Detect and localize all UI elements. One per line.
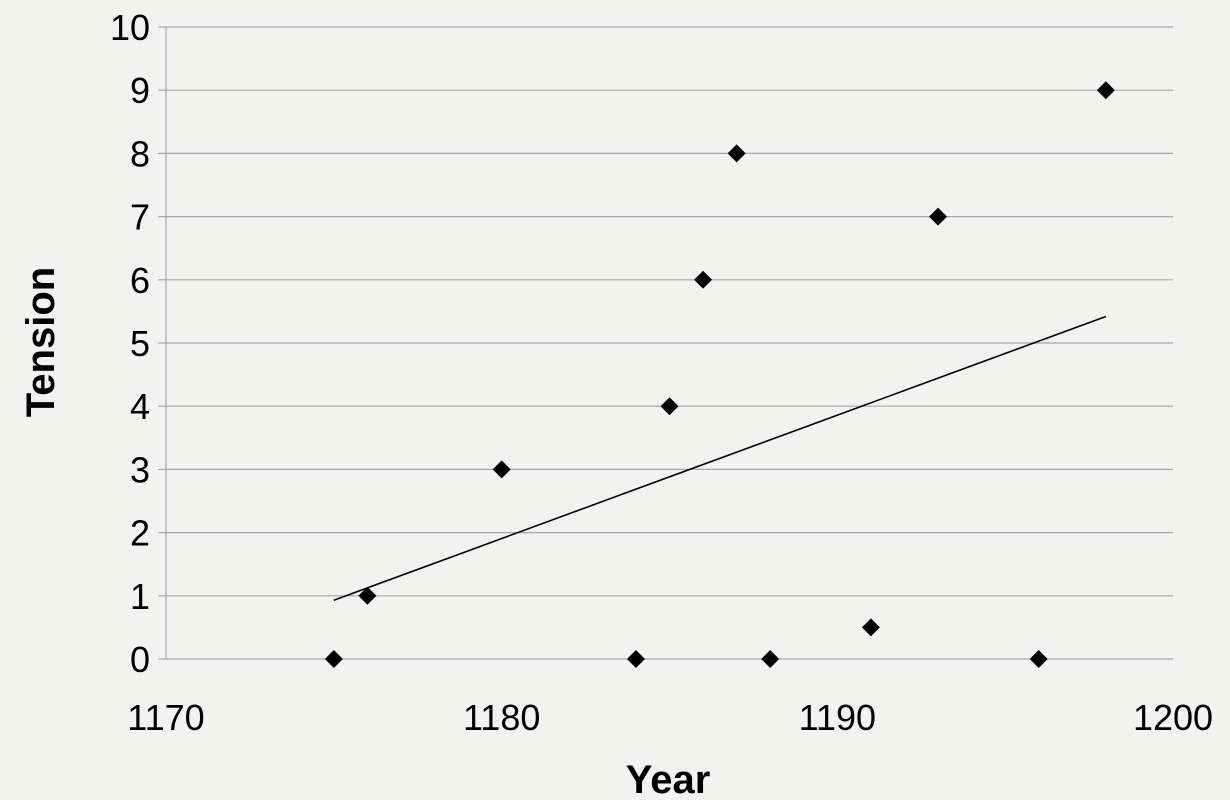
trendline-layer <box>333 315 1107 601</box>
y-tick-label-8: 8 <box>130 133 150 174</box>
data-point-2 <box>492 460 511 479</box>
y-tick-label-3: 3 <box>130 449 150 490</box>
y-tick-label-4: 4 <box>130 386 150 427</box>
data-point-8 <box>861 618 880 637</box>
data-point-4 <box>660 397 679 416</box>
y-tick-label-5: 5 <box>130 323 150 364</box>
data-points <box>324 81 1115 668</box>
x-tick-label-1170: 1170 <box>127 697 204 738</box>
data-point-10 <box>1029 650 1048 668</box>
y-axis-title: Tension <box>19 267 63 417</box>
data-point-1 <box>358 586 377 605</box>
x-tick-label-1180: 1180 <box>463 697 540 738</box>
y-tick-label-2: 2 <box>130 513 150 554</box>
y-tick-label-6: 6 <box>130 260 150 301</box>
y-tick-labels: 0 1 2 3 4 5 6 7 8 9 10 <box>110 7 150 680</box>
x-tick-labels: 1170 1180 1190 1200 <box>127 697 1213 738</box>
x-tick-label-1190: 1190 <box>799 697 876 738</box>
data-point-5 <box>694 270 713 289</box>
y-tick-label-10: 10 <box>110 7 150 48</box>
data-point-0 <box>324 650 343 668</box>
x-axis-title: Year <box>626 758 711 800</box>
y-tick-label-1: 1 <box>130 576 150 617</box>
y-tick-label-9: 9 <box>130 70 150 111</box>
data-point-6 <box>727 144 746 163</box>
data-point-3 <box>626 650 645 668</box>
data-point-7 <box>761 650 780 668</box>
data-point-11 <box>1096 81 1115 100</box>
gridlines <box>166 26 1173 597</box>
x-tick-label-1200: 1200 <box>1133 697 1213 738</box>
y-tick-label-0: 0 <box>130 639 150 680</box>
trendline <box>333 315 1107 601</box>
y-tick-label-7: 7 <box>130 197 150 238</box>
data-point-9 <box>929 207 948 226</box>
